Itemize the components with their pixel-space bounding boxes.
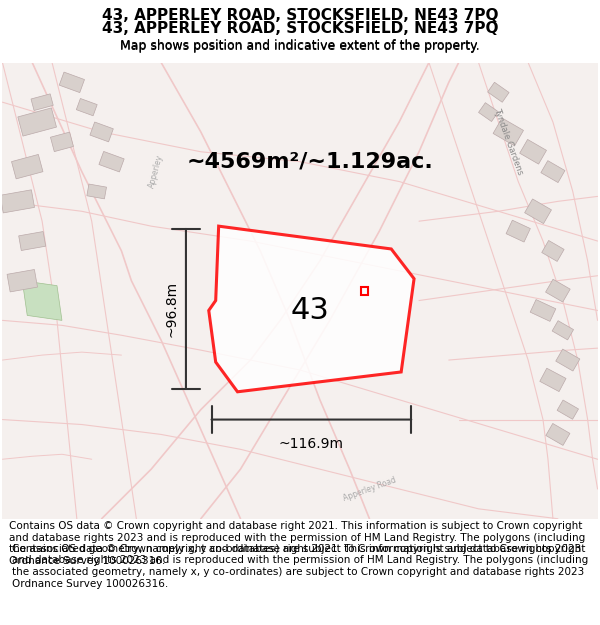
Polygon shape — [552, 321, 574, 340]
Polygon shape — [530, 299, 556, 321]
Text: Map shows position and indicative extent of the property.: Map shows position and indicative extent… — [120, 39, 480, 52]
Polygon shape — [7, 269, 38, 292]
Polygon shape — [31, 94, 53, 111]
Polygon shape — [50, 132, 73, 152]
Polygon shape — [19, 231, 46, 251]
Polygon shape — [59, 72, 85, 92]
Text: ~96.8m: ~96.8m — [164, 281, 178, 337]
Text: Contains OS data © Crown copyright and database right 2021. This information is : Contains OS data © Crown copyright and d… — [12, 544, 588, 589]
Polygon shape — [22, 281, 62, 321]
Polygon shape — [479, 102, 499, 121]
Polygon shape — [556, 349, 580, 371]
Bar — [361, 287, 368, 294]
Polygon shape — [506, 220, 530, 242]
Text: 43, APPERLEY ROAD, STOCKSFIELD, NE43 7PQ: 43, APPERLEY ROAD, STOCKSFIELD, NE43 7PQ — [102, 21, 498, 36]
Polygon shape — [540, 368, 566, 392]
Text: 43, APPERLEY ROAD, STOCKSFIELD, NE43 7PQ: 43, APPERLEY ROAD, STOCKSFIELD, NE43 7PQ — [102, 8, 498, 23]
Polygon shape — [541, 161, 565, 182]
Text: 43: 43 — [290, 296, 329, 325]
Polygon shape — [557, 400, 578, 419]
Polygon shape — [493, 118, 523, 146]
Polygon shape — [18, 108, 56, 136]
Polygon shape — [87, 184, 106, 199]
Polygon shape — [209, 226, 414, 392]
Polygon shape — [488, 82, 509, 102]
Text: Contains OS data © Crown copyright and database right 2021. This information is : Contains OS data © Crown copyright and d… — [9, 521, 585, 566]
Polygon shape — [520, 139, 547, 164]
Polygon shape — [11, 154, 43, 179]
Text: Apperley: Apperley — [148, 154, 165, 189]
Polygon shape — [76, 99, 97, 116]
Polygon shape — [546, 424, 570, 446]
Text: Map shows position and indicative extent of the property.: Map shows position and indicative extent… — [120, 41, 480, 53]
Polygon shape — [542, 241, 564, 261]
Text: ~116.9m: ~116.9m — [279, 438, 344, 451]
Polygon shape — [545, 279, 570, 302]
Text: ~4569m²/~1.129ac.: ~4569m²/~1.129ac. — [187, 152, 433, 172]
Polygon shape — [0, 190, 35, 213]
Text: Tyndale Gardens: Tyndale Gardens — [492, 107, 524, 176]
Text: Apperley Road: Apperley Road — [341, 475, 397, 502]
Polygon shape — [524, 199, 551, 224]
Polygon shape — [99, 151, 124, 172]
Polygon shape — [90, 122, 113, 142]
